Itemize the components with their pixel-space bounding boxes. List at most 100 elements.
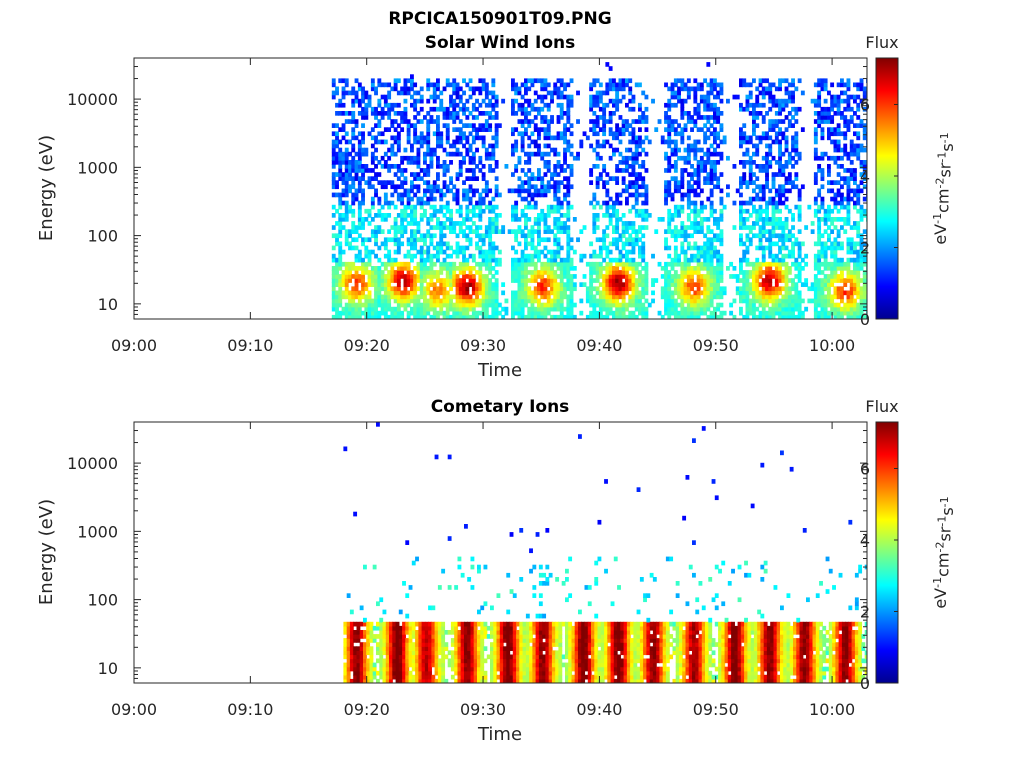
heatmap-cell [507, 188, 512, 194]
heatmap-cell [778, 82, 782, 88]
heatmap-cell [673, 274, 678, 279]
heatmap-cell [739, 310, 743, 316]
heatmap-cell [673, 147, 678, 153]
heatmap-cell [615, 294, 620, 300]
heatmap-cell [713, 274, 717, 279]
heatmap-cell [331, 204, 336, 210]
heatmap-cell [442, 164, 447, 169]
heatmap-cell [546, 290, 551, 296]
heatmap-cell [338, 314, 343, 319]
heatmap-cell [781, 278, 786, 283]
heatmap-cell [677, 294, 681, 300]
heatmap-cell [413, 98, 418, 104]
heatmap-cell [817, 257, 822, 263]
heatmap-cell [813, 102, 818, 108]
heatmap-cell [416, 119, 421, 124]
heatmap-cell [667, 188, 672, 194]
heatmap-cell [846, 184, 851, 190]
heatmap-cell [774, 111, 779, 116]
heatmap-cell [797, 208, 802, 214]
heatmap-cell [833, 143, 838, 149]
heatmap-cell [856, 225, 861, 230]
heatmap-cell [426, 143, 431, 149]
heatmap-cell [605, 213, 610, 218]
heatmap-cell [468, 196, 473, 202]
heatmap-cell [693, 270, 698, 275]
heatmap-cell [527, 111, 532, 116]
heatmap-cell [475, 127, 479, 132]
heatmap-cell [380, 184, 385, 190]
heatmap-cell [527, 143, 532, 149]
heatmap-cell [830, 245, 835, 251]
heatmap-cell [390, 200, 395, 206]
heatmap-cell [631, 237, 636, 243]
heatmap-cell [774, 123, 779, 128]
heatmap-cell [436, 274, 440, 279]
heatmap-cell [670, 147, 675, 153]
heatmap-cell [817, 261, 822, 267]
heatmap-cell [602, 306, 607, 312]
heatmap-cell [638, 184, 642, 190]
heatmap-cell [338, 241, 343, 247]
heatmap-cell [771, 184, 776, 190]
heatmap-cell [514, 98, 519, 104]
heatmap-cell [686, 160, 691, 165]
heatmap-cell [849, 143, 854, 149]
heatmap-cell [432, 151, 437, 157]
heatmap-cell [739, 208, 743, 214]
heatmap-cell [354, 314, 359, 319]
heatmap-cell [638, 115, 642, 120]
heatmap-cell [742, 172, 747, 177]
heatmap-cell [771, 290, 776, 296]
heatmap-cell [338, 310, 343, 316]
heatmap-cell [471, 90, 476, 96]
heatmap-cell [481, 282, 486, 287]
heatmap-cell [846, 200, 851, 206]
heatmap-cell [709, 131, 714, 137]
heatmap-cell [494, 135, 499, 141]
heatmap-cell [354, 90, 359, 96]
heatmap-cell [370, 151, 375, 157]
heatmap-cell [556, 245, 561, 251]
heatmap-cell [598, 261, 603, 267]
heatmap-cell [494, 115, 499, 120]
heatmap-cell [351, 111, 356, 116]
heatmap-cell [784, 245, 789, 251]
heatmap-cell [442, 115, 447, 120]
heatmap-cell [615, 94, 620, 100]
heatmap-cell [445, 306, 450, 312]
heatmap-cell [752, 131, 756, 137]
heatmap-cell [696, 160, 701, 165]
heatmap-cell [406, 86, 411, 92]
heatmap-cell [713, 119, 717, 124]
heatmap-cell [419, 282, 424, 287]
heatmap-cell [615, 98, 620, 104]
heatmap-cell [357, 86, 362, 92]
heatmap-cell [589, 302, 594, 308]
heatmap-cell [468, 78, 473, 84]
heatmap-cell [357, 204, 362, 210]
heatmap-cell [589, 102, 594, 108]
heatmap-cell [520, 261, 525, 267]
heatmap-cell [416, 176, 421, 181]
heatmap-cell [706, 82, 711, 88]
heatmap-cell [634, 229, 639, 234]
heatmap-cell [478, 278, 483, 283]
heatmap-cell [403, 115, 408, 120]
heatmap-cell [520, 314, 525, 319]
heatmap-cell [820, 249, 825, 255]
heatmap-cell [628, 86, 633, 92]
heatmap-cell [468, 266, 473, 271]
heatmap-cell [778, 192, 782, 198]
heatmap-cell [693, 310, 698, 316]
heatmap-cell [784, 164, 789, 169]
heatmap-cell [853, 82, 857, 88]
heatmap-cell [631, 184, 636, 190]
heatmap-cell [761, 184, 766, 190]
heatmap-cell [533, 286, 538, 292]
heatmap-cell [367, 314, 372, 319]
heatmap-cell [836, 127, 841, 132]
heatmap-cell [664, 184, 668, 190]
heatmap-cell [351, 164, 356, 169]
heatmap-cell [827, 208, 831, 214]
